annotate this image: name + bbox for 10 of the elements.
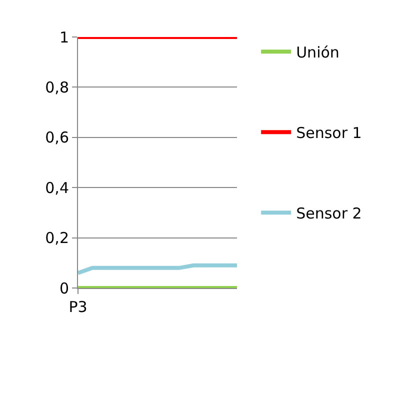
y-tick-label: 0,6 (45, 128, 69, 147)
y-tick-label: 0,2 (45, 229, 69, 248)
y-tick-label: 0 (59, 279, 69, 298)
y-tick-label: 1 (59, 28, 69, 46)
legend-label: Unión (296, 43, 340, 62)
legend-label: Sensor 1 (296, 124, 362, 142)
legend-label: Sensor 2 (296, 204, 362, 222)
y-tick-label: 0,4 (45, 178, 69, 197)
y-tick-label: 0,8 (45, 78, 69, 96)
x-tick-label: P3 (68, 298, 88, 316)
